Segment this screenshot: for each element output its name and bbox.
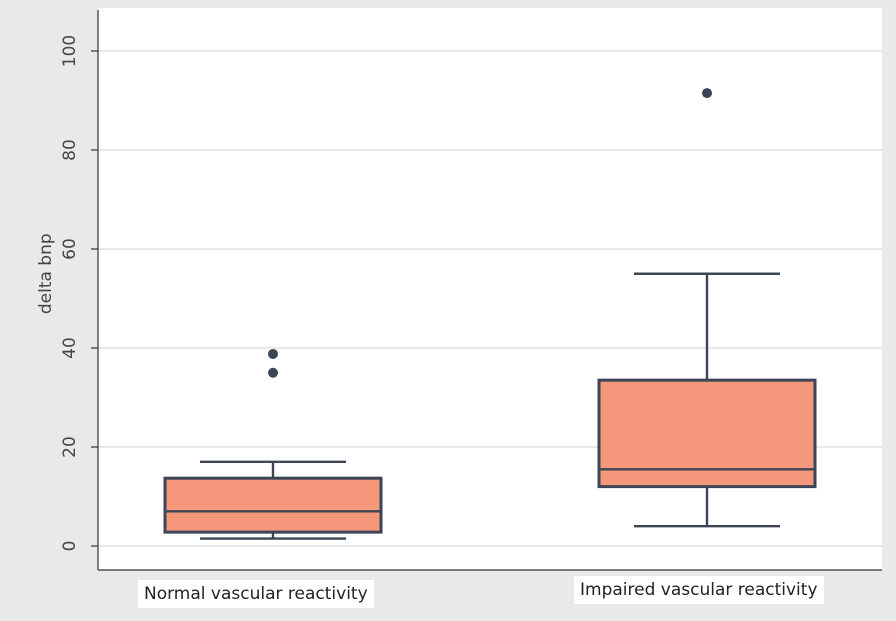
category-label-normal: Normal vascular reactivity: [138, 580, 374, 608]
y-tick-label: 40: [60, 337, 80, 359]
box-iqr: [163, 476, 383, 534]
category-label-impaired: Impaired vascular reactivity: [574, 576, 824, 604]
y-tick-label: 80: [60, 139, 80, 161]
y-axis-label: delta bnp: [36, 233, 56, 314]
outlier-point: [702, 88, 712, 99]
outlier-point: [268, 348, 278, 359]
y-tick-label: 100: [60, 35, 80, 67]
y-tick-label: 0: [60, 541, 80, 552]
y-tick-label: 60: [60, 238, 80, 260]
box-iqr: [597, 378, 817, 489]
outlier-point: [268, 367, 278, 378]
y-tick-label: 20: [60, 436, 80, 458]
